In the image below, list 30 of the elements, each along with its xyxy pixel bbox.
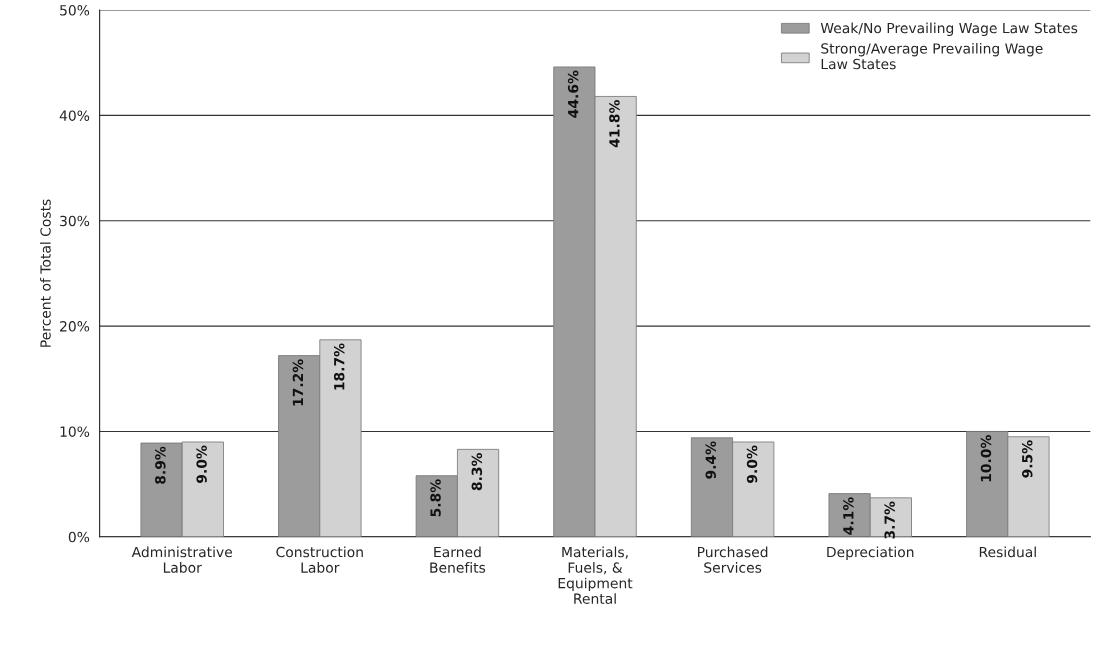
data-label: 44.6% [567,70,579,118]
y-axis-title: Percent of Total Costs [40,199,51,347]
y-tick-label: 50% [60,5,90,16]
x-tick-label: Purchased Services [698,546,768,573]
data-label: 9.4% [705,441,717,479]
x-tick-label: Earned Benefits [430,546,486,573]
data-label: 8.9% [155,446,166,484]
data-label: 10.0% [980,435,992,482]
data-label: 9.0% [746,445,758,483]
data-label: 9.0% [196,445,207,483]
x-tick-label: Administrative Labor [131,546,232,573]
legend-label: Strong/Average Prevailing Wage Law States [821,42,1043,70]
data-label: 5.8% [430,479,441,517]
x-tick-label: Depreciation [827,546,914,560]
x-tick-label: Construction Labor [276,546,363,573]
data-label: 18.7% [333,343,345,390]
data-label: 9.5% [1022,440,1033,478]
data-label: 3.7% [884,501,895,539]
data-label: 4.1% [843,497,854,535]
y-tick-label: 0% [68,531,90,543]
x-tick-label: Materials, Fuels, & Equipment Rental [558,546,633,604]
legend-label: Weak/No Prevailing Wage Law States [820,22,1078,37]
data-label: 8.3% [471,452,483,491]
data-label: 17.2% [292,359,304,406]
data-label: 41.8% [609,100,620,148]
y-tick-label: 10% [60,426,90,437]
y-tick-label: 20% [60,321,90,332]
y-tick-label: 40% [59,110,90,121]
y-tick-label: 30% [60,215,90,227]
x-tick-label: Residual [979,546,1036,558]
